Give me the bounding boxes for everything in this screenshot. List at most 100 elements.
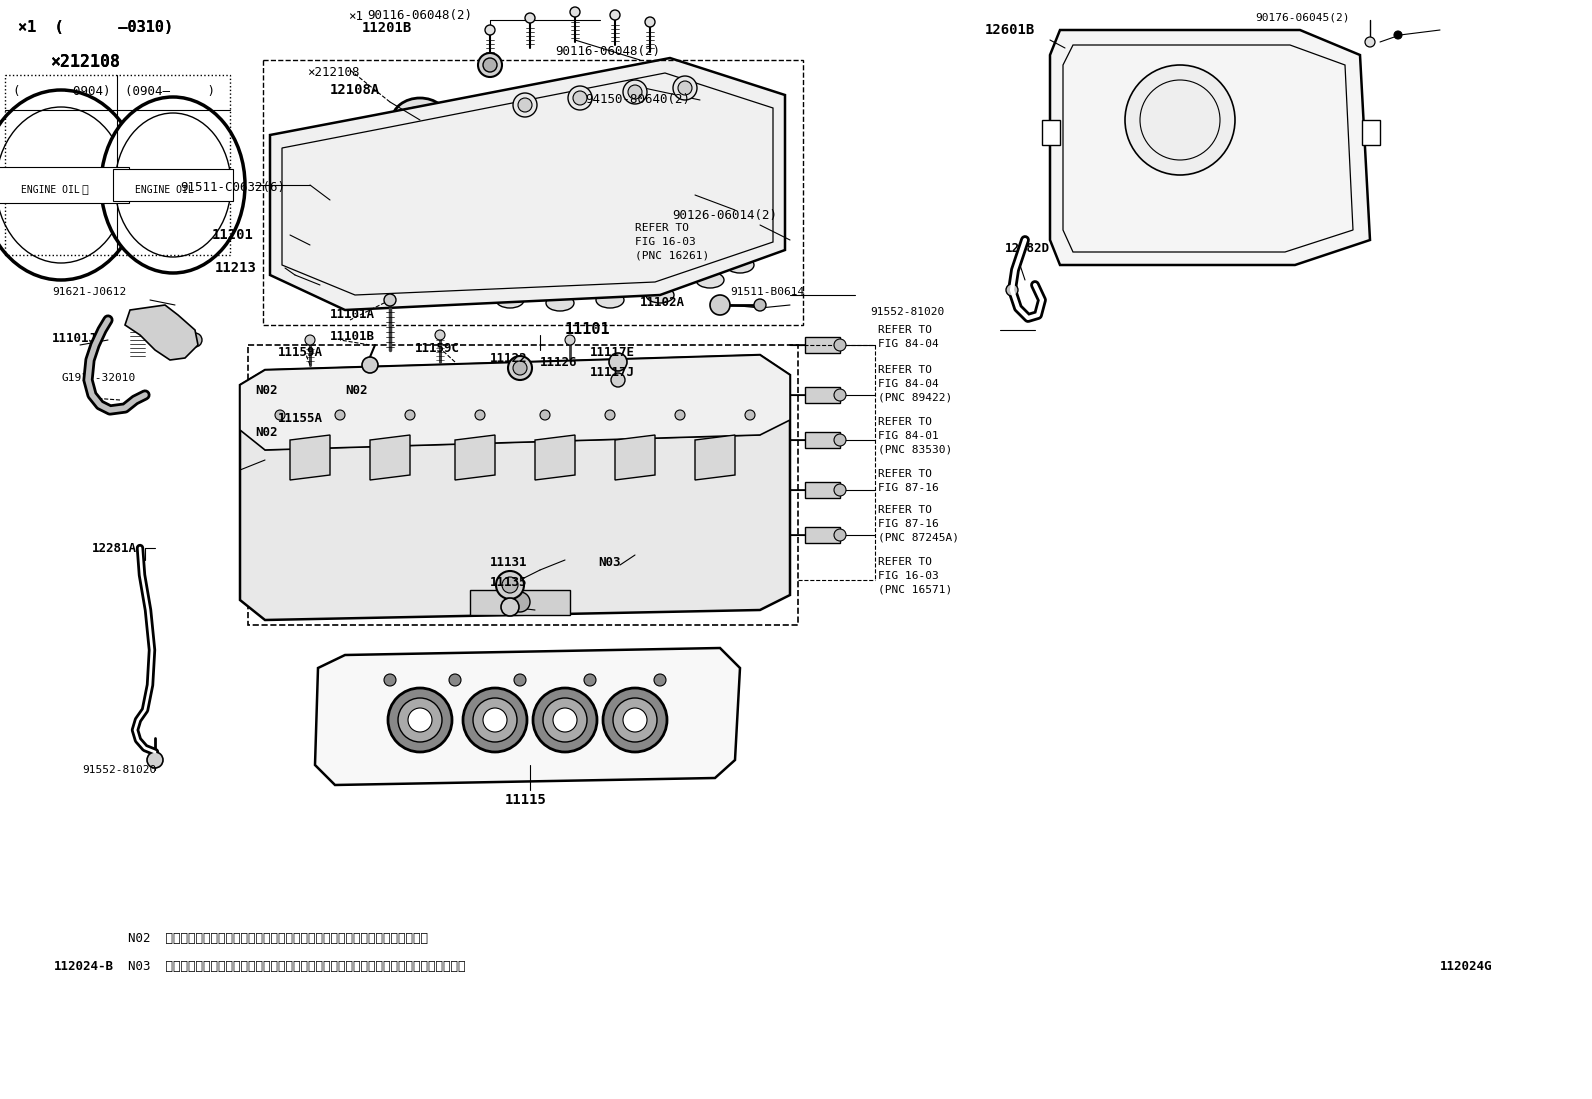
Text: 11117J: 11117J	[591, 366, 635, 378]
Ellipse shape	[115, 113, 231, 257]
Text: REFER TO: REFER TO	[879, 469, 931, 479]
Polygon shape	[240, 355, 790, 449]
Circle shape	[622, 80, 646, 104]
Text: (PNC 83530): (PNC 83530)	[879, 445, 952, 455]
Polygon shape	[535, 435, 575, 480]
Text: 12281A: 12281A	[92, 542, 137, 555]
Text: N02: N02	[255, 425, 277, 439]
Text: REFER TO: REFER TO	[635, 223, 689, 233]
Circle shape	[188, 333, 202, 347]
Text: 11122: 11122	[490, 352, 527, 365]
Text: 112024-B: 112024-B	[54, 959, 115, 973]
Ellipse shape	[646, 287, 673, 303]
Circle shape	[540, 410, 549, 420]
Ellipse shape	[0, 107, 126, 263]
Text: 12108A: 12108A	[330, 84, 380, 97]
Circle shape	[834, 389, 845, 401]
Circle shape	[673, 76, 697, 100]
Text: ⛽: ⛽	[81, 185, 88, 195]
Ellipse shape	[595, 292, 624, 308]
Text: (PNC 16571): (PNC 16571)	[879, 585, 952, 595]
Polygon shape	[271, 58, 785, 310]
Circle shape	[146, 752, 162, 768]
Text: 11201: 11201	[212, 227, 253, 242]
Ellipse shape	[482, 482, 517, 507]
Bar	[5, 75, 229, 255]
Text: N03  この部品は、分解・組付け後の性能・品質確保が困難なため、単品では補給していません: N03 この部品は、分解・組付け後の性能・品質確保が困難なため、単品では補給して…	[127, 959, 465, 973]
Text: FIG 84-04: FIG 84-04	[879, 338, 939, 349]
Text: 11201B: 11201B	[361, 21, 412, 35]
Ellipse shape	[288, 524, 333, 556]
Text: FIG 16-03: FIG 16-03	[635, 237, 696, 247]
Ellipse shape	[312, 482, 349, 507]
Text: (      –0904): ( –0904)	[13, 86, 110, 99]
Circle shape	[384, 674, 396, 686]
Circle shape	[610, 353, 627, 371]
Text: 91552-81020: 91552-81020	[83, 765, 156, 775]
Text: 11117E: 11117E	[591, 345, 635, 358]
Ellipse shape	[100, 97, 245, 273]
Circle shape	[517, 98, 532, 112]
Bar	[806, 528, 841, 543]
Circle shape	[513, 93, 537, 116]
Text: REFER TO: REFER TO	[879, 365, 931, 375]
Circle shape	[573, 91, 587, 106]
Ellipse shape	[396, 482, 433, 507]
Bar	[263, 60, 802, 325]
Circle shape	[613, 698, 657, 742]
Text: 90116-06048(2): 90116-06048(2)	[556, 45, 661, 58]
Circle shape	[834, 484, 845, 496]
Text: 91511-B0614: 91511-B0614	[731, 287, 804, 297]
Circle shape	[473, 698, 517, 742]
Polygon shape	[315, 648, 740, 785]
Ellipse shape	[546, 295, 575, 311]
Text: 91511-C0632(6): 91511-C0632(6)	[180, 181, 285, 195]
Text: FIG 84-04: FIG 84-04	[879, 379, 939, 389]
Circle shape	[745, 410, 755, 420]
Text: 11101J: 11101J	[53, 332, 97, 344]
Circle shape	[509, 592, 530, 612]
Text: TOYOTA: TOYOTA	[427, 173, 704, 247]
Circle shape	[388, 688, 452, 752]
Polygon shape	[126, 306, 197, 360]
Circle shape	[1006, 284, 1017, 296]
Circle shape	[463, 688, 527, 752]
Text: 11159A: 11159A	[279, 346, 323, 359]
Text: ENGINE OIL: ENGINE OIL	[21, 185, 80, 195]
Polygon shape	[290, 435, 330, 480]
Text: ×212108: ×212108	[307, 66, 360, 78]
Circle shape	[570, 7, 579, 16]
Polygon shape	[1051, 30, 1371, 265]
Bar	[806, 337, 841, 353]
Polygon shape	[369, 435, 411, 480]
Ellipse shape	[363, 524, 408, 556]
Ellipse shape	[392, 98, 447, 142]
Text: FIG 87-16: FIG 87-16	[879, 482, 939, 493]
Circle shape	[525, 13, 535, 23]
Ellipse shape	[513, 524, 557, 556]
Text: FIG 87-16: FIG 87-16	[879, 519, 939, 529]
Circle shape	[834, 338, 845, 351]
Circle shape	[834, 434, 845, 446]
Text: REFER TO: REFER TO	[879, 557, 931, 567]
Text: 90176-06045(2): 90176-06045(2)	[1254, 13, 1350, 23]
Circle shape	[533, 688, 597, 752]
Text: 11155A: 11155A	[279, 411, 323, 424]
Text: N02: N02	[255, 384, 277, 397]
Text: 11131: 11131	[490, 555, 527, 568]
Circle shape	[404, 410, 416, 420]
Ellipse shape	[446, 287, 474, 303]
Circle shape	[584, 674, 595, 686]
Circle shape	[568, 86, 592, 110]
Circle shape	[513, 360, 527, 375]
Circle shape	[645, 16, 654, 27]
Text: (0904–     ): (0904– )	[126, 86, 215, 99]
Text: ENGINE OIL: ENGINE OIL	[135, 185, 194, 195]
Text: (PNC 89422): (PNC 89422)	[879, 393, 952, 403]
Circle shape	[486, 25, 495, 35]
Circle shape	[675, 410, 685, 420]
Text: 11102A: 11102A	[640, 296, 685, 309]
Circle shape	[605, 410, 615, 420]
Text: ×1  (      –0310): ×1 ( –0310)	[18, 21, 174, 35]
Circle shape	[610, 10, 619, 20]
